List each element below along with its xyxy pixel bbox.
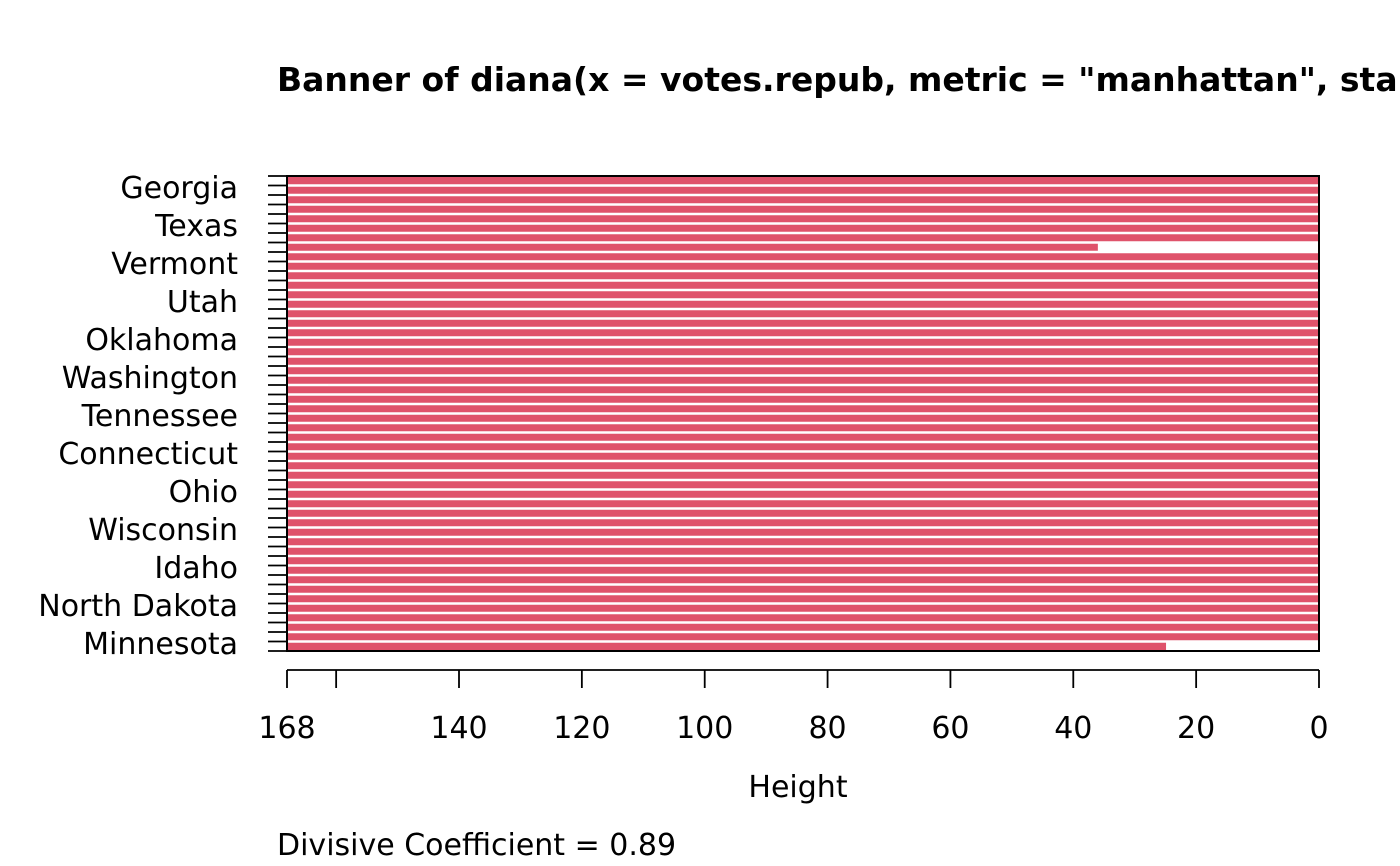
bar-group [287, 176, 1319, 651]
y-label: Connecticut [58, 437, 238, 472]
y-label: Georgia [120, 171, 238, 206]
x-tick-label: 0 [1309, 711, 1328, 746]
y-label: North Dakota [38, 589, 238, 624]
x-tick-label: 168 [258, 711, 315, 746]
x-tick-label: 120 [553, 711, 610, 746]
x-tick-label: 80 [808, 711, 846, 746]
x-tick-label: 60 [931, 711, 969, 746]
x-tick-label: 140 [430, 711, 487, 746]
y-label: Oklahoma [85, 323, 238, 358]
x-axis: 168 140 120 100 80 60 40 20 0 [258, 669, 1329, 746]
y-label: Minnesota [83, 627, 238, 662]
x-tick-label: 40 [1054, 711, 1092, 746]
y-axis-ticks [268, 175, 287, 652]
x-axis-label: Height [748, 770, 847, 805]
y-label: Ohio [169, 475, 238, 510]
y-label: Idaho [154, 551, 238, 586]
y-label: Wisconsin [88, 513, 238, 548]
y-label: Washington [62, 361, 238, 396]
x-tick-label: 20 [1177, 711, 1215, 746]
y-label: Utah [167, 285, 238, 320]
y-axis-labels: GeorgiaTexasVermontUtahOklahomaWashingto… [38, 171, 238, 662]
x-tick-label: 100 [676, 711, 733, 746]
y-label: Vermont [111, 247, 238, 282]
divisive-coefficient: Divisive Coefficient = 0.89 [277, 828, 676, 863]
y-label: Texas [154, 209, 238, 244]
y-label: Tennessee [81, 399, 238, 434]
chart-title: Banner of diana(x = votes.repub, metric … [277, 60, 1398, 99]
